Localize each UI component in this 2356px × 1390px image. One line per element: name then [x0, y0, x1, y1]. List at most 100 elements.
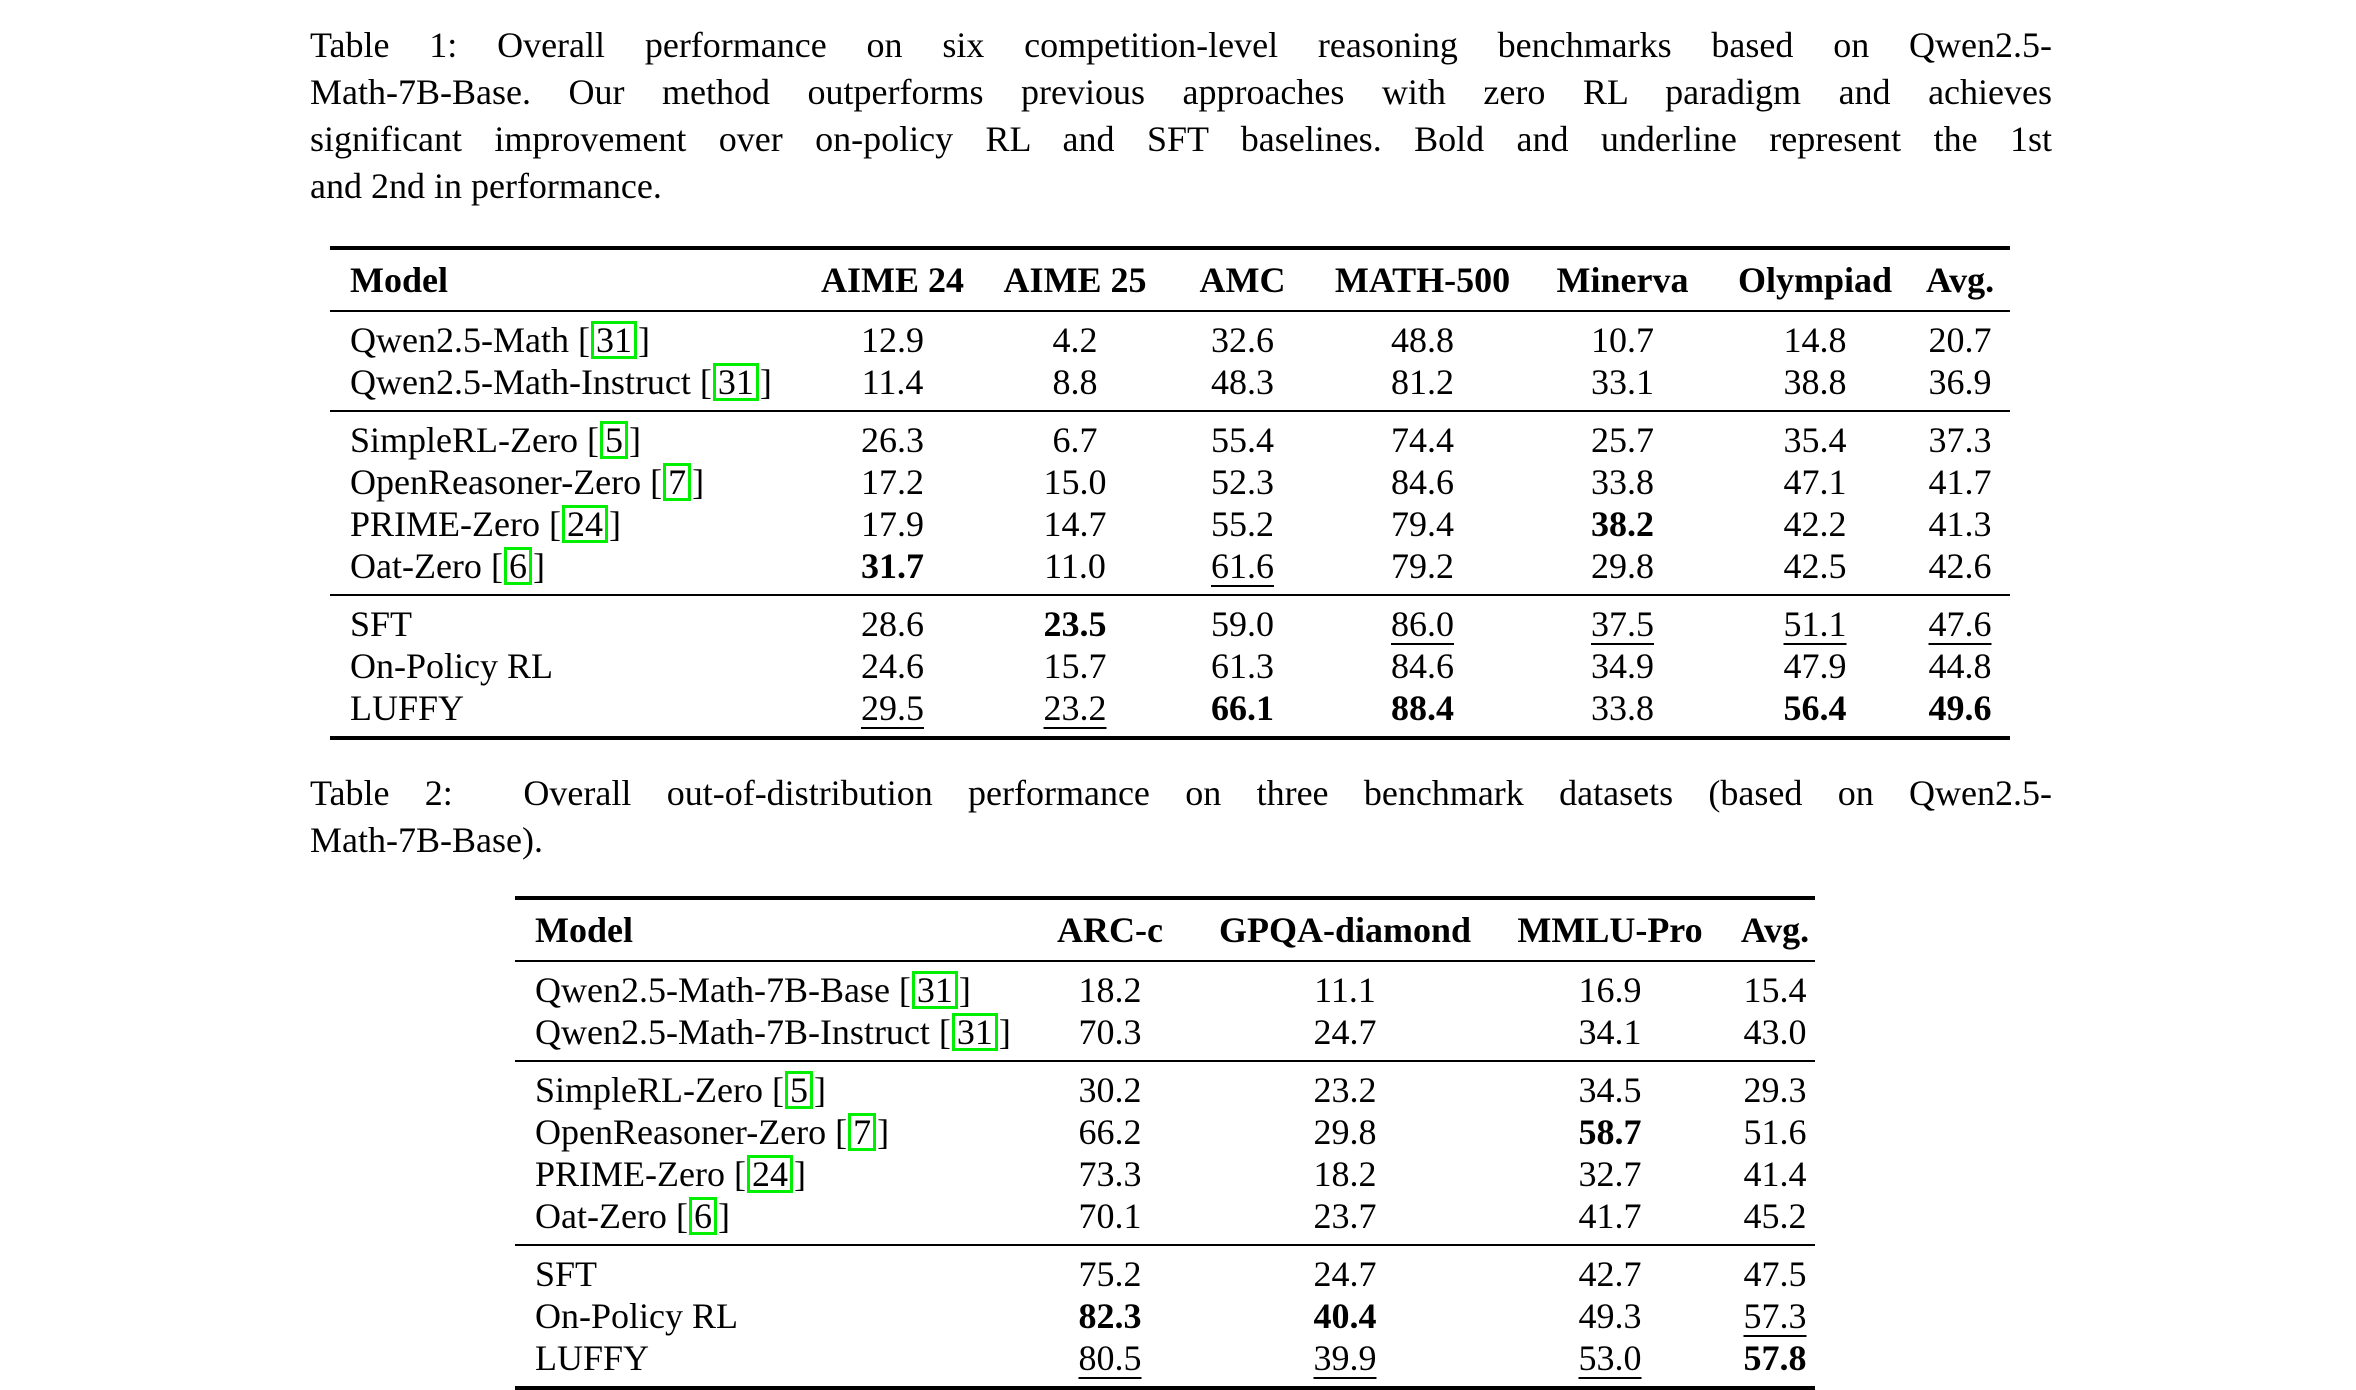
citation-link[interactable]: 31 [911, 971, 958, 1009]
value-cell: 32.6 [1211, 320, 1274, 360]
table-row: Oat-Zero [6] 70.1 23.7 41.7 45.2 [515, 1195, 1815, 1245]
model-cell: On-Policy RL [515, 1295, 1015, 1337]
value-cell: 29.8 [1591, 546, 1654, 586]
value-cell: 14.8 [1783, 320, 1847, 360]
model-cell: LUFFY [330, 687, 800, 738]
value-cell: 40.4 [1313, 1296, 1377, 1336]
model-cell: PRIME-Zero [24] [535, 1154, 806, 1194]
table2: Model ARC-c GPQA-diamond MMLU-Pro Avg. Qwen2.… [515, 896, 1815, 1390]
value-cell: 35.4 [1783, 420, 1847, 460]
citation-link[interactable]: 31 [951, 1013, 998, 1051]
table-header: Model ARC-c GPQA-diamond MMLU-Pro Avg. [515, 898, 1815, 961]
value-cell: 34.9 [1591, 646, 1654, 686]
citation-link[interactable]: 24 [746, 1155, 793, 1193]
header-row: Model AIME 24 AIME 25 AMC MATH-500 Minerva Oly… [330, 248, 2010, 311]
citation-link[interactable]: 7 [663, 463, 692, 501]
column-header: MATH-500 [1334, 260, 1511, 300]
table-row: PRIME-Zero [24] 17.9 14.7 55.2 79.4 38.2 42.2 4… [330, 503, 2010, 545]
value-cell: 38.2 [1591, 504, 1654, 544]
column-header: Avg. [1740, 910, 1810, 950]
model-name: Qwen2.5-Math-7B-Instruct [535, 1012, 930, 1052]
value-cell: 56.4 [1783, 688, 1847, 728]
value-cell: 12.9 [861, 320, 924, 360]
value-cell: 24.6 [861, 646, 924, 686]
citation-link[interactable]: 31 [590, 321, 637, 359]
value-cell: 42.6 [1928, 546, 1992, 586]
value-cell: 48.8 [1391, 320, 1454, 360]
table-row: SimpleRL-Zero [5] 26.3 6.7 55.4 74.4 25.7 35.4… [330, 411, 2010, 461]
value-cell: 39.9 [1313, 1338, 1377, 1378]
model-cell: SFT [330, 595, 800, 645]
column-header: AMC [1199, 260, 1286, 300]
column-header: GPQA-diamond [1218, 910, 1472, 950]
table-row: OpenReasoner-Zero [7] 66.2 29.8 58.7 51.6 [515, 1111, 1815, 1153]
value-cell: 42.2 [1783, 504, 1847, 544]
value-cell: 70.3 [1078, 1012, 1142, 1052]
table-row: On-Policy RL 82.3 40.4 49.3 57.3 [515, 1295, 1815, 1337]
citation-link[interactable]: 5 [599, 421, 628, 459]
model-name: Qwen2.5-Math [350, 320, 569, 360]
value-cell: 37.5 [1591, 604, 1654, 644]
value-cell: 18.2 [1313, 1154, 1377, 1194]
column-header: Model [535, 910, 633, 950]
model-cell: LUFFY [515, 1337, 1015, 1388]
value-cell: 23.2 [1313, 1070, 1377, 1110]
model-cell: SFT [515, 1245, 1015, 1295]
citation-link[interactable]: 5 [784, 1071, 813, 1109]
value-cell: 80.5 [1078, 1338, 1142, 1378]
value-cell: 84.6 [1391, 462, 1454, 502]
model-name: Oat-Zero [535, 1196, 667, 1236]
model-cell: Qwen2.5-Math [31] [350, 320, 650, 360]
value-cell: 20.7 [1928, 320, 1992, 360]
caption-line: Table 2: Overall out-of-distribution per… [310, 773, 2052, 813]
value-cell: 48.3 [1211, 362, 1274, 402]
citation-link[interactable]: 7 [848, 1113, 877, 1151]
value-cell: 66.1 [1211, 688, 1274, 728]
table-group: Qwen2.5-Math-7B-Base [31] 18.2 11.1 16.9 15.… [515, 961, 1815, 1061]
value-cell: 11.1 [1314, 970, 1376, 1010]
caption-line: Math-7B-Base). [310, 820, 543, 860]
value-cell: 51.1 [1783, 604, 1847, 644]
column-header: Olympiad [1737, 260, 1893, 300]
model-name: SimpleRL-Zero [535, 1070, 763, 1110]
value-cell: 15.0 [1043, 462, 1107, 502]
table1-container: Model AIME 24 AIME 25 AMC MATH-500 Minerva Oly… [330, 246, 2010, 740]
model-name: On-Policy RL [535, 1296, 738, 1336]
value-cell: 4.2 [1052, 320, 1098, 360]
table-group: SimpleRL-Zero [5] 26.3 6.7 55.4 74.4 25.7 35.4… [330, 411, 2010, 595]
citation-link[interactable]: 31 [712, 363, 759, 401]
value-cell: 28.6 [861, 604, 924, 644]
value-cell: 57.8 [1743, 1338, 1807, 1378]
table-row: Qwen2.5-Math [31] 12.9 4.2 32.6 48.8 10.7 14.8… [330, 311, 2010, 361]
table-row: Qwen2.5-Math-7B-Instruct [31] 70.3 24.7 34.… [515, 1011, 1815, 1061]
caption-line: significant improvement over on-policy R… [310, 119, 2052, 159]
value-cell: 33.8 [1591, 462, 1654, 502]
value-cell: 14.7 [1043, 504, 1107, 544]
model-name: SFT [350, 604, 413, 644]
model-name: LUFFY [535, 1338, 650, 1378]
value-cell: 18.2 [1078, 970, 1142, 1010]
citation-link[interactable]: 24 [561, 505, 608, 543]
value-cell: 31.7 [861, 546, 924, 586]
value-cell: 73.3 [1078, 1154, 1142, 1194]
column-header: Avg. [1925, 260, 1995, 300]
header-row: Model ARC-c GPQA-diamond MMLU-Pro Avg. [515, 898, 1815, 961]
value-cell: 51.6 [1743, 1112, 1807, 1152]
citation-link[interactable]: 6 [503, 547, 532, 585]
table1: Model AIME 24 AIME 25 AMC MATH-500 Minerva Oly… [330, 246, 2010, 740]
table-row: PRIME-Zero [24] 73.3 18.2 32.7 41.4 [515, 1153, 1815, 1195]
value-cell: 6.7 [1052, 420, 1098, 460]
column-header: Minerva [1556, 260, 1689, 300]
value-cell: 15.7 [1043, 646, 1107, 686]
value-cell: 59.0 [1211, 604, 1274, 644]
value-cell: 53.0 [1578, 1338, 1642, 1378]
value-cell: 17.9 [861, 504, 924, 544]
value-cell: 61.3 [1211, 646, 1274, 686]
model-cell: OpenReasoner-Zero [7] [350, 462, 705, 502]
model-cell: Oat-Zero [6] [350, 546, 545, 586]
value-cell: 41.7 [1578, 1196, 1642, 1236]
model-name: PRIME-Zero [535, 1154, 725, 1194]
value-cell: 52.3 [1211, 462, 1274, 502]
citation-link[interactable]: 6 [688, 1197, 717, 1235]
value-cell: 70.1 [1078, 1196, 1142, 1236]
